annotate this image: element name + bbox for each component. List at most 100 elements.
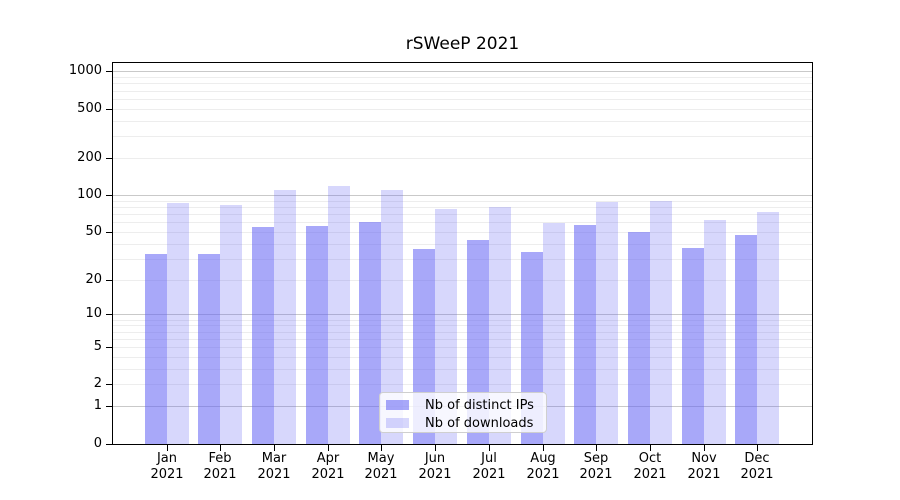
y-tick-label-50: 50: [85, 224, 102, 239]
grid-minor-4: [113, 357, 812, 358]
grid-minor-70: [113, 214, 812, 215]
bar-downloads-jun: [435, 208, 457, 444]
grid-minor-60: [113, 222, 812, 223]
grid-minor-40: [113, 244, 812, 245]
bar-downloads-nov: [704, 219, 726, 444]
bar-downloads-jul: [489, 206, 511, 444]
y-tick-label-100: 100: [77, 187, 102, 202]
x-tick-label-mar: Mar 2021: [257, 451, 291, 482]
bar-distinct-ips-dec: [735, 235, 757, 444]
x-tick-jun: [435, 445, 436, 451]
y-tick-label-2: 2: [93, 376, 102, 391]
y-tick-label-10: 10: [85, 306, 102, 321]
legend-label-downloads: Nb of downloads: [425, 415, 534, 431]
x-tick-feb: [220, 445, 221, 451]
grid-minor-3: [113, 369, 812, 370]
grid-minor-400: [113, 121, 812, 122]
grid-minor-700: [113, 91, 812, 92]
grid-minor-20: [113, 280, 812, 281]
grid-minor-90: [113, 201, 812, 202]
x-tick-label-aug: Aug 2021: [526, 451, 560, 482]
x-tick-label-nov: Nov 2021: [687, 451, 721, 482]
y-tick-label-1000: 1000: [68, 63, 102, 78]
x-tick-label-oct: Oct 2021: [633, 451, 667, 482]
x-tick-may: [381, 445, 382, 451]
bar-distinct-ips-mar: [252, 226, 274, 444]
y-tick-10: [106, 314, 112, 315]
grid-minor-500: [113, 109, 812, 110]
y-tick-50: [106, 232, 112, 233]
bar-distinct-ips-sep: [574, 224, 596, 444]
legend-item-downloads: Nb of downloads: [386, 414, 546, 432]
grid-minor-6: [113, 339, 812, 340]
grid-minor-200: [113, 158, 812, 159]
bar-downloads-jan: [167, 202, 189, 444]
grid-minor-900: [113, 77, 812, 78]
bar-downloads-sep: [596, 202, 618, 444]
x-tick-jul: [489, 445, 490, 451]
y-tick-200: [106, 158, 112, 159]
y-tick-1: [106, 406, 112, 407]
legend-swatch-distinct-ips: [386, 400, 409, 410]
bar-distinct-ips-oct: [628, 231, 650, 444]
bar-distinct-ips-jan: [145, 253, 167, 444]
bar-distinct-ips-may: [359, 222, 381, 444]
chart-title: rSWeeP 2021: [405, 34, 520, 54]
x-tick-label-dec: Dec 2021: [740, 451, 774, 482]
x-tick-label-may: May 2021: [364, 451, 398, 482]
grid-minor-50: [113, 232, 812, 233]
grid-major-1000: [113, 71, 812, 72]
bar-distinct-ips-feb: [198, 253, 220, 444]
grid-minor-300: [113, 136, 812, 137]
y-tick-5: [106, 347, 112, 348]
x-tick-nov: [704, 445, 705, 451]
y-tick-20: [106, 280, 112, 281]
y-tick-label-200: 200: [77, 150, 102, 165]
x-tick-label-apr: Apr 2021: [311, 451, 345, 482]
y-tick-1000: [106, 71, 112, 72]
x-tick-label-jun: Jun 2021: [418, 451, 452, 482]
bar-downloads-apr: [328, 186, 350, 444]
y-tick-2: [106, 384, 112, 385]
grid-minor-7: [113, 332, 812, 333]
grid-minor-9: [113, 320, 812, 321]
x-tick-apr: [328, 445, 329, 451]
y-tick-0: [106, 444, 112, 445]
x-tick-aug: [543, 445, 544, 451]
bar-distinct-ips-apr: [306, 225, 328, 444]
x-tick-label-feb: Feb 2021: [203, 451, 237, 482]
bar-downloads-may: [381, 190, 403, 444]
x-tick-oct: [650, 445, 651, 451]
bar-downloads-oct: [650, 200, 672, 444]
x-tick-label-sep: Sep 2021: [579, 451, 613, 482]
bar-downloads-aug: [543, 223, 565, 444]
x-tick-mar: [274, 445, 275, 451]
bar-downloads-dec: [757, 211, 779, 444]
plot-area-border: [112, 62, 813, 445]
x-tick-jan: [167, 445, 168, 451]
y-tick-500: [106, 109, 112, 110]
y-tick-100: [106, 195, 112, 196]
grid-minor-800: [113, 83, 812, 84]
grid-major-10: [113, 314, 812, 315]
bar-distinct-ips-nov: [682, 247, 704, 444]
grid-minor-5: [113, 347, 812, 348]
legend: Nb of distinct IPs Nb of downloads: [379, 392, 547, 433]
y-tick-label-500: 500: [77, 101, 102, 116]
y-tick-label-1: 1: [93, 398, 102, 413]
x-tick-dec: [757, 445, 758, 451]
bar-downloads-feb: [220, 204, 242, 444]
grid-minor-30: [113, 259, 812, 260]
legend-label-distinct-ips: Nb of distinct IPs: [425, 397, 534, 413]
x-tick-sep: [596, 445, 597, 451]
x-tick-label-jul: Jul 2021: [472, 451, 506, 482]
y-tick-label-20: 20: [85, 272, 102, 287]
legend-swatch-downloads: [386, 418, 409, 428]
grid-minor-600: [113, 99, 812, 100]
grid-minor-8: [113, 325, 812, 326]
bar-downloads-mar: [274, 190, 296, 444]
grid-major-100: [113, 195, 812, 196]
y-tick-label-5: 5: [93, 339, 102, 354]
grid-minor-2: [113, 384, 812, 385]
